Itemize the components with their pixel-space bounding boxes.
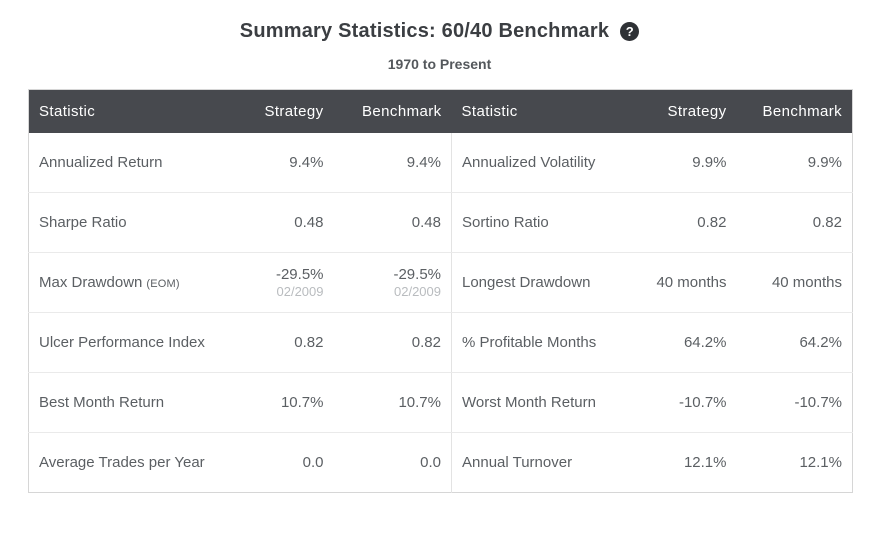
stat-label: Max Drawdown (EOM) [28,252,229,313]
column-header-benchmark-left: Benchmark [333,89,452,133]
stat-label-text: Best Month Return [39,394,165,411]
strategy-value-cell: -29.5% 02/2009 [228,252,334,313]
benchmark-value: -10.7% [794,394,842,411]
benchmark-value: 10.7% [398,394,441,411]
benchmark-value-cell: 9.9% [736,132,853,193]
strategy-value: -10.7% [678,394,727,411]
strategy-value-cell: 40 months [641,252,737,313]
value-date: 02/2009 [276,284,324,299]
benchmark-value: 12.1% [799,454,842,471]
eom-suffix: (EOM) [146,278,180,290]
strategy-value: -29.5% [275,266,324,283]
strategy-value: 64.2% [683,334,727,351]
summary-statistics-table: Statistic Strategy Benchmark Statistic S… [28,89,853,493]
benchmark-value-cell: 10.7% [333,372,452,433]
stat-label: Sharpe Ratio [28,192,229,253]
stat-label-text: Annualized Volatility [462,153,596,171]
stat-label-text: Annual Turnover [462,454,573,471]
column-header-strategy-right: Strategy [641,89,737,133]
strategy-value: 0.82 [294,334,324,351]
stat-label-text: Worst Month Return [462,394,596,411]
table-row: Ulcer Performance Index 0.82 0.82 % Prof… [28,312,853,373]
value-date: 02/2009 [394,284,441,299]
benchmark-value: 0.0 [420,454,441,471]
stat-label-text: Max Drawdown [39,274,143,291]
table-header-row: Statistic Strategy Benchmark Statistic S… [28,89,853,133]
column-header-statistic-left: Statistic [28,89,229,133]
benchmark-value: 64.2% [799,334,842,351]
stat-label: Average Trades per Year [28,432,229,493]
strategy-value: 0.0 [302,454,324,471]
benchmark-value: 0.82 [411,334,441,351]
stat-label-text: Sortino Ratio [462,214,549,231]
strategy-value-cell: -10.7% [641,372,737,433]
benchmark-value-cell: -10.7% [736,372,853,433]
benchmark-value: 0.82 [812,214,842,231]
benchmark-value-cell: -29.5% 02/2009 [333,252,452,313]
strategy-value-cell: 0.82 [641,192,737,253]
strategy-value: 9.9% [692,153,727,171]
benchmark-value: 9.9% [807,153,842,171]
strategy-value: 12.1% [683,454,727,471]
benchmark-value-cell: 64.2% [736,312,853,373]
strategy-value-cell: 0.48 [228,192,334,253]
stat-label-text: Ulcer Performance Index [39,334,205,351]
stat-label: Annual Turnover [451,432,642,493]
benchmark-value-cell: 40 months [736,252,853,313]
column-header-statistic-right: Statistic [451,89,642,133]
strategy-value: 0.48 [294,214,324,231]
benchmark-value-cell: 0.82 [736,192,853,253]
table-row: Sharpe Ratio 0.48 0.48 Sortino Ratio 0.8… [28,192,853,253]
strategy-value-cell: 64.2% [641,312,737,373]
column-header-benchmark-right: Benchmark [736,89,853,133]
strategy-value-cell: 9.4% [228,132,334,193]
strategy-value-cell: 9.9% [641,132,737,193]
stat-label: Sortino Ratio [451,192,642,253]
strategy-value-cell: 0.82 [228,312,334,373]
table-row: Max Drawdown (EOM) -29.5% 02/2009 -29.5% 02… [28,252,853,313]
benchmark-value-cell: 9.4% [333,132,452,193]
strategy-value: 40 months [656,274,727,291]
benchmark-value-cell: 0.0 [333,432,452,493]
benchmark-value-cell: 0.48 [333,192,452,253]
table-row: Best Month Return 10.7% 10.7% Worst Mont… [28,372,853,433]
column-header-strategy-left: Strategy [228,89,334,133]
stat-label: Annualized Volatility [451,132,642,193]
stat-label: Worst Month Return [451,372,642,433]
title-row: Summary Statistics: 60/40 Benchmark ? [0,20,879,43]
stat-label: Best Month Return [28,372,229,433]
strategy-value-cell: 10.7% [228,372,334,433]
stat-label-text: Annualized Return [39,153,163,171]
page-title: Summary Statistics: 60/40 Benchmark [239,20,610,42]
stat-label: % Profitable Months [451,312,642,373]
question-mark-circle-icon[interactable]: ? [620,22,640,41]
stat-label-text: Sharpe Ratio [39,214,127,231]
date-range-subtitle: 1970 to Present [387,56,492,72]
strategy-value: 10.7% [280,394,324,411]
benchmark-value: 0.48 [411,214,441,231]
benchmark-value-cell: 12.1% [736,432,853,493]
stat-label: Longest Drawdown [451,252,642,313]
table-row: Annualized Return 9.4% 9.4% Annualized V… [28,132,853,193]
strategy-value: 9.4% [289,153,324,171]
strategy-value-cell: 0.0 [228,432,334,493]
benchmark-value-cell: 0.82 [333,312,452,373]
stat-label-text: % Profitable Months [462,334,597,351]
page-header: Summary Statistics: 60/40 Benchmark ? 19… [0,0,879,72]
stat-label-text: Longest Drawdown [462,274,591,291]
strategy-value: 0.82 [697,214,727,231]
benchmark-value: 40 months [771,274,842,291]
benchmark-value: 9.4% [406,153,441,171]
table-row: Average Trades per Year 0.0 0.0 Annual T… [28,432,853,493]
benchmark-value: -29.5% [393,266,441,283]
summary-statistics-table-container: Statistic Strategy Benchmark Statistic S… [28,89,853,493]
stat-label: Ulcer Performance Index [28,312,229,373]
stat-label: Annualized Return [28,132,229,193]
stat-label-text: Average Trades per Year [39,454,205,471]
strategy-value-cell: 12.1% [641,432,737,493]
